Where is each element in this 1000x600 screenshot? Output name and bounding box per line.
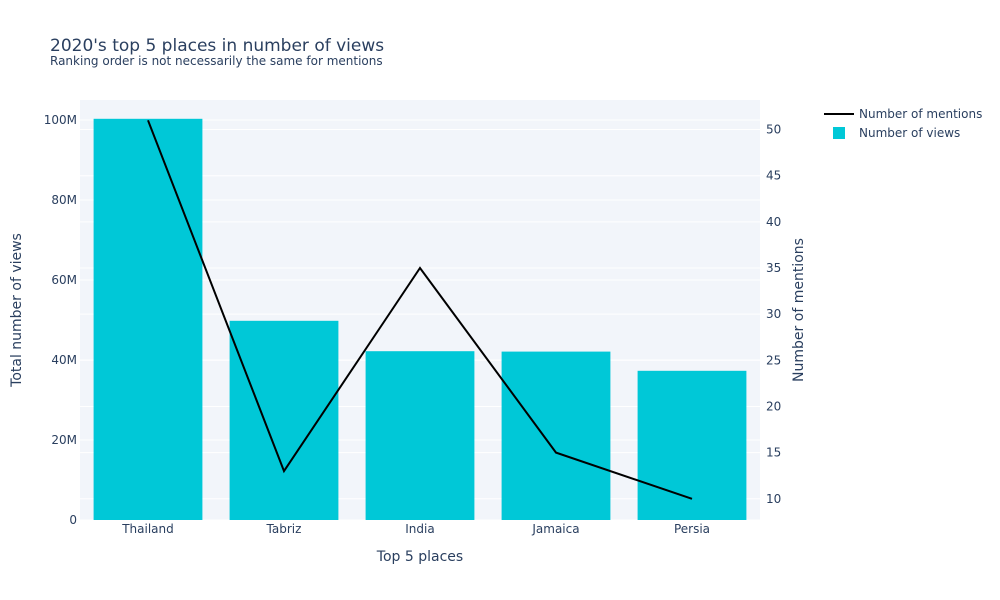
bar-tabriz <box>229 320 339 520</box>
x-tick-label: Jamaica <box>531 522 579 536</box>
bar-india <box>365 351 475 520</box>
x-tick-label: Thailand <box>121 522 174 536</box>
y-tick-label: 100M <box>44 113 77 127</box>
x-tick-label: India <box>405 522 434 536</box>
x-tick-label: Tabriz <box>266 522 302 536</box>
y2-tick-label: 25 <box>766 353 781 367</box>
bar-persia <box>637 370 747 520</box>
x-axis-ticks: Thailand Tabriz India Jamaica Persia <box>121 522 710 536</box>
y2-tick-label: 45 <box>766 169 781 183</box>
x-axis-title: Top 5 places <box>376 549 463 565</box>
y2-tick-label: 50 <box>766 123 781 137</box>
y2-tick-label: 15 <box>766 446 781 460</box>
legend-label-mentions: Number of mentions <box>859 107 982 121</box>
y2-tick-label: 30 <box>766 307 781 321</box>
y2-tick-label: 35 <box>766 261 781 275</box>
y2-tick-label: 10 <box>766 492 781 506</box>
y-axis-title: Total number of views <box>9 233 25 388</box>
y-tick-label: 80M <box>51 193 77 207</box>
chart-title: 2020's top 5 places in number of views <box>50 36 384 56</box>
y-axis-ticks: 0 20M 40M 60M 80M 100M <box>44 113 77 527</box>
y-tick-label: 0 <box>69 513 77 527</box>
legend-label-views: Number of views <box>859 126 960 140</box>
line-series <box>147 119 693 500</box>
x-tick-label: Persia <box>674 522 710 536</box>
y2-tick-label: 20 <box>766 399 781 413</box>
bar-jamaica <box>501 351 611 520</box>
bar-series <box>93 118 747 521</box>
y-tick-label: 20M <box>51 433 77 447</box>
legend[interactable]: Number of mentions Number of views <box>824 107 982 140</box>
y2-axis-title: Number of mentions <box>791 238 807 382</box>
bar-thailand <box>93 118 203 521</box>
y2-tick-label: 40 <box>766 215 781 229</box>
chart-subtitle: Ranking order is not necessarily the sam… <box>50 54 383 68</box>
y-tick-label: 60M <box>51 273 77 287</box>
y2-axis-ticks: 10 15 20 25 30 35 40 45 50 <box>766 123 781 506</box>
legend-swatch-views <box>833 127 845 139</box>
y-tick-label: 40M <box>51 353 77 367</box>
